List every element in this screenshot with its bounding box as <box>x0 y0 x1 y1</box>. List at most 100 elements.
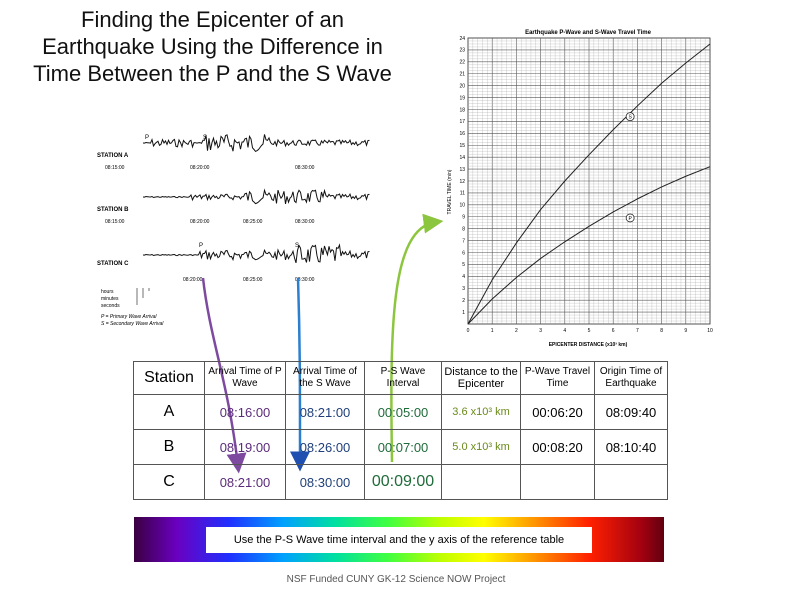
y-tick-label: 15 <box>459 143 465 149</box>
cell-distance-c <box>441 464 521 500</box>
station-a-time-3: 08:30:00 <box>295 165 315 171</box>
cell-p-travel-b: 00:08:20 <box>520 429 595 465</box>
series-s-line <box>467 43 711 325</box>
station-a: P S STATION A 08:15:00 08:20:00 08:30:00 <box>97 134 370 171</box>
y-tick-label: 4 <box>462 274 465 280</box>
page-title: Finding the Epicenter of an Earthquake U… <box>0 6 425 87</box>
station-b-time-2: 08:20:00 <box>190 219 210 225</box>
header-ps-interval: P-S Wave Interval <box>364 361 442 395</box>
station-b-time-4: 08:30:00 <box>295 219 315 225</box>
table-row: B 08:19:00 08:26:00 00:07:00 5.0 x10³ km… <box>133 429 668 465</box>
chart-ticks: 0 1 2 3 4 5 6 7 8 9 101234567891011121314151617181… <box>459 36 713 334</box>
legend-hours: hours <box>101 289 114 295</box>
seismogram-panel: P S STATION A 08:15:00 08:20:00 08:30:00… <box>97 134 370 327</box>
cell-p-travel-a: 00:06:20 <box>520 394 595 430</box>
y-tick-label: 18 <box>459 107 465 113</box>
cell-p-arrival-c: 08:21:00 <box>204 464 286 500</box>
x-tick-label: 4 <box>563 328 566 334</box>
y-tick-label: 16 <box>459 131 465 137</box>
results-table: Station Arrival Time of P Wave Arrival T… <box>133 361 668 500</box>
station-b-time-3: 08:25:00 <box>243 219 263 225</box>
table-header-row: Station Arrival Time of P Wave Arrival T… <box>133 361 668 395</box>
y-tick-label: 7 <box>462 238 465 244</box>
station-c-time-2: 08:25:00 <box>243 277 263 283</box>
x-tick-label: 9 <box>684 328 687 334</box>
station-b: STATION B 08:15:00 08:20:00 08:25:00 08:… <box>97 188 370 225</box>
x-tick-label: 2 <box>515 328 518 334</box>
header-s-arrival: Arrival Time of the S Wave <box>285 361 365 395</box>
header-distance: Distance to the Epicenter <box>441 361 521 395</box>
y-tick-label: 2 <box>462 298 465 304</box>
cell-origin-a: 08:09:40 <box>594 394 668 430</box>
series-p-label: P <box>625 213 635 223</box>
footer-credit: NSF Funded CUNY GK-12 Science NOW Projec… <box>286 574 506 585</box>
cell-distance-b: 5.0 x10³ km <box>441 429 521 465</box>
y-tick-label: 13 <box>459 167 465 173</box>
legend-seconds: seconds <box>101 303 120 309</box>
station-a-label: STATION A <box>97 153 129 159</box>
title-line-2: Earthquake Using the Difference in <box>42 34 383 59</box>
x-tick-label: 7 <box>636 328 639 334</box>
station-a-time-2: 08:20:00 <box>190 165 210 171</box>
station-c-time-1: 08:20:00 <box>183 277 203 283</box>
travel-time-chart: Earthquake P-Wave and S-Wave Travel Time… <box>447 30 713 348</box>
cell-p-travel-c <box>520 464 595 500</box>
header-station: Station <box>133 361 205 395</box>
header-origin: Origin Time of Earthquake <box>594 361 668 395</box>
x-tick-label: 0 <box>467 328 470 334</box>
trace-c <box>142 243 370 264</box>
station-b-time-1: 08:15:00 <box>105 219 125 225</box>
x-tick-label: 6 <box>612 328 615 334</box>
series-s-label: S <box>625 112 635 122</box>
table-row: C 08:21:00 08:30:00 00:09:00 <box>133 464 668 500</box>
x-tick-label: 8 <box>660 328 663 334</box>
y-tick-label: 17 <box>459 119 465 125</box>
cell-ps-interval-b: 00:07:00 <box>364 429 442 465</box>
marker-s-c: S <box>295 243 299 249</box>
x-tick-label: 1 <box>491 328 494 334</box>
y-tick-label: 19 <box>459 95 465 101</box>
y-tick-label: 23 <box>459 48 465 54</box>
y-tick-label: 14 <box>459 155 465 161</box>
cell-station-a: A <box>133 394 205 430</box>
chart-grid <box>467 37 711 325</box>
cell-ps-interval-a: 00:05:00 <box>364 394 442 430</box>
y-tick-label: 12 <box>459 179 465 185</box>
y-tick-label: 24 <box>459 36 465 42</box>
y-tick-label: 10 <box>459 203 465 209</box>
legend-minutes: minutes <box>101 296 119 302</box>
cell-p-arrival-a: 08:16:00 <box>204 394 286 430</box>
series-p-line <box>467 166 711 325</box>
y-tick-label: 5 <box>462 262 465 268</box>
cell-s-arrival-c: 08:30:00 <box>285 464 365 500</box>
station-c-label: STATION C <box>97 261 129 267</box>
series-s-name: S <box>628 114 632 120</box>
cell-station-c: C <box>133 464 205 500</box>
y-tick-label: 3 <box>462 286 465 292</box>
legend-s: S = Secondary Wave Arrival <box>101 321 164 327</box>
trace-a <box>142 134 370 153</box>
chart-xlabel: EPICENTER DISTANCE (x10³ km) <box>549 342 628 348</box>
cell-distance-a: 3.6 x10³ km <box>441 394 521 430</box>
station-c-time-3: 08:30:00 <box>295 277 315 283</box>
station-b-label: STATION B <box>97 207 129 213</box>
table-row: A 08:16:00 08:21:00 00:05:00 3.6 x10³ km… <box>133 394 668 430</box>
cell-p-arrival-b: 08:19:00 <box>204 429 286 465</box>
y-tick-label: 20 <box>459 83 465 89</box>
y-tick-label: 1 <box>462 310 465 316</box>
title-line-3: Time Between the P and the S Wave <box>33 61 392 86</box>
seismogram-legend: hours minutes seconds P = Primary Wave A… <box>101 288 164 327</box>
y-tick-label: 9 <box>462 215 465 221</box>
y-tick-label: 21 <box>459 72 465 78</box>
cell-ps-interval-c: 00:09:00 <box>364 464 442 500</box>
x-tick-label: 5 <box>588 328 591 334</box>
marker-p-a: P <box>145 135 149 141</box>
y-tick-label: 8 <box>462 226 465 232</box>
series-p-name: P <box>628 216 632 222</box>
trace-b <box>142 188 370 205</box>
station-a-time-1: 08:15:00 <box>105 165 125 171</box>
y-tick-label: 6 <box>462 250 465 256</box>
y-tick-label: 22 <box>459 60 465 66</box>
cell-s-arrival-b: 08:26:00 <box>285 429 365 465</box>
title-line-1: Finding the Epicenter of an <box>81 7 344 32</box>
